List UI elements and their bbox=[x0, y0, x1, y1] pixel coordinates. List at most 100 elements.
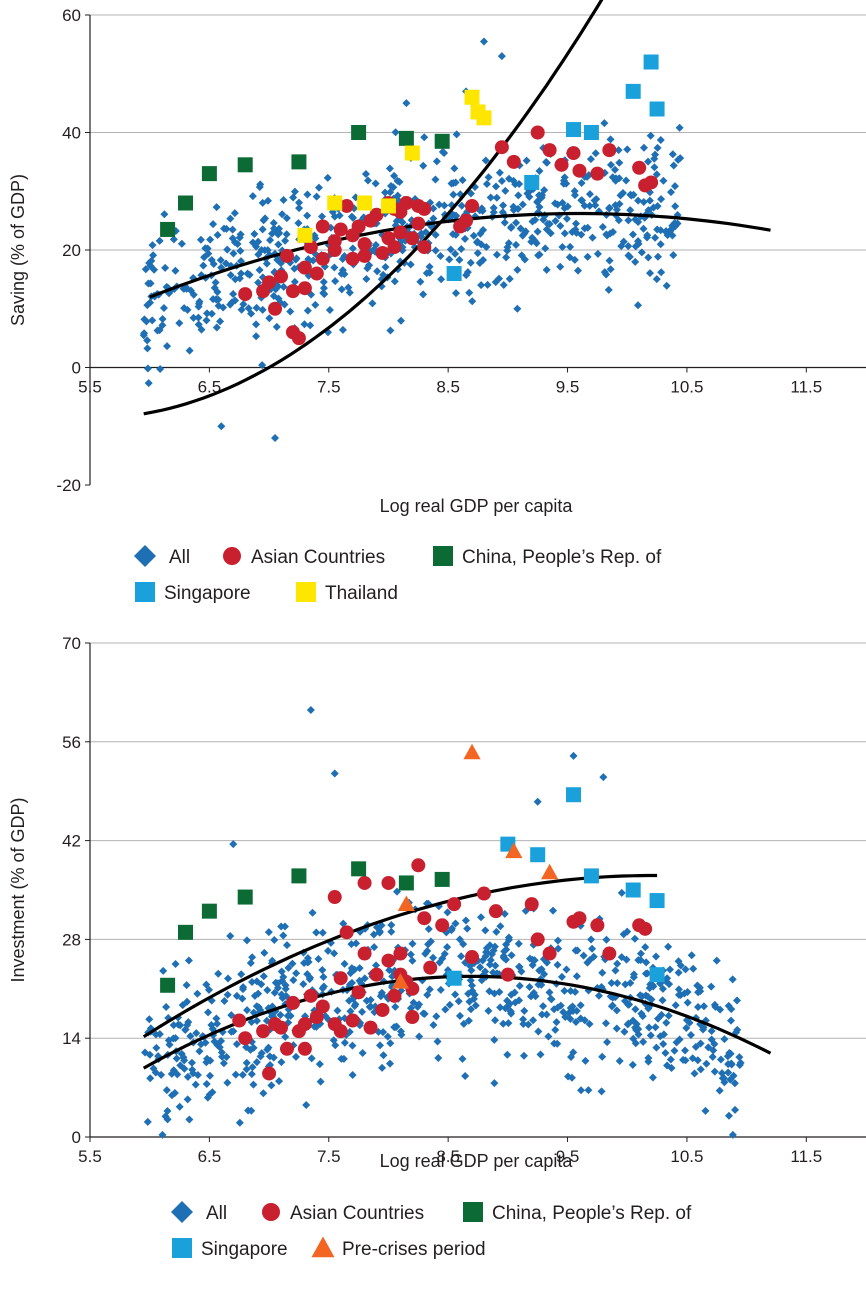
legend-label: All bbox=[206, 1203, 227, 1224]
all-point bbox=[300, 958, 309, 967]
x-tick-label: 9.5 bbox=[556, 378, 580, 397]
all-point bbox=[653, 143, 662, 152]
all-point bbox=[479, 37, 488, 46]
all-point bbox=[468, 297, 477, 306]
all-point bbox=[255, 265, 264, 274]
series-point bbox=[465, 950, 480, 965]
all-point bbox=[583, 223, 592, 232]
series-point bbox=[178, 924, 194, 940]
all-point bbox=[545, 988, 554, 997]
all-point bbox=[612, 1024, 621, 1033]
all-point bbox=[652, 170, 661, 179]
all-point bbox=[372, 961, 381, 970]
all-point bbox=[318, 966, 327, 975]
all-point bbox=[152, 1043, 161, 1052]
all-point bbox=[503, 1002, 512, 1011]
all-point bbox=[315, 1060, 324, 1069]
series-point bbox=[237, 157, 253, 173]
all-point bbox=[319, 982, 328, 991]
trend-line bbox=[143, 0, 604, 416]
all-point bbox=[645, 196, 654, 205]
all-point bbox=[502, 940, 511, 949]
all-point bbox=[237, 305, 246, 314]
all-point bbox=[646, 1031, 655, 1040]
y-tick-label: 60 bbox=[62, 6, 81, 25]
all-point bbox=[149, 251, 158, 260]
all-point bbox=[318, 928, 327, 937]
all-point bbox=[551, 1025, 560, 1034]
all-point bbox=[283, 941, 292, 950]
all-point bbox=[671, 202, 680, 211]
all-point bbox=[526, 992, 535, 1001]
all-point bbox=[254, 278, 263, 287]
all-point bbox=[560, 229, 569, 238]
all-point bbox=[207, 1020, 216, 1029]
all-point bbox=[222, 224, 231, 233]
all-point bbox=[259, 972, 268, 981]
all-point bbox=[562, 179, 571, 188]
all-point bbox=[269, 218, 278, 227]
series-point bbox=[638, 921, 653, 936]
all-point bbox=[432, 157, 441, 166]
all-point bbox=[503, 243, 512, 252]
all-point bbox=[615, 174, 624, 183]
all-point bbox=[657, 195, 666, 204]
all-point bbox=[284, 963, 293, 972]
all-point bbox=[553, 1003, 562, 1012]
all-point bbox=[330, 212, 339, 221]
series-point bbox=[399, 196, 414, 210]
all-point bbox=[573, 946, 582, 955]
all-point bbox=[237, 970, 246, 979]
all-point bbox=[626, 206, 635, 215]
all-point bbox=[683, 998, 692, 1007]
all-point bbox=[299, 980, 308, 989]
all-point bbox=[252, 303, 261, 312]
all-point bbox=[455, 935, 464, 944]
all-point bbox=[431, 246, 440, 255]
all-point bbox=[513, 304, 522, 313]
all-point bbox=[171, 1034, 180, 1043]
all-point bbox=[731, 1105, 740, 1114]
all-point bbox=[141, 265, 150, 274]
series-point bbox=[476, 886, 491, 901]
x-axis-title: Log real GDP per capita bbox=[380, 1151, 574, 1171]
all-point bbox=[330, 769, 339, 778]
all-point bbox=[429, 214, 438, 223]
all-point bbox=[199, 261, 208, 270]
all-point bbox=[432, 1012, 441, 1021]
all-point bbox=[252, 1016, 261, 1025]
series-point bbox=[632, 160, 647, 175]
all-point bbox=[720, 1035, 729, 1044]
all-point bbox=[719, 1073, 728, 1082]
all-point bbox=[281, 984, 290, 993]
all-point bbox=[652, 1043, 661, 1052]
all-point bbox=[643, 231, 652, 240]
all-point bbox=[484, 173, 493, 182]
all-point bbox=[642, 958, 651, 967]
all-point bbox=[348, 1071, 357, 1080]
all-point bbox=[461, 1071, 470, 1080]
all-point bbox=[204, 249, 213, 258]
all-point bbox=[213, 231, 222, 240]
all-point bbox=[421, 949, 430, 958]
series-point bbox=[256, 1024, 271, 1039]
all-point bbox=[630, 934, 639, 943]
all-point bbox=[279, 282, 288, 291]
all-point bbox=[457, 201, 466, 210]
y-tick-label: 0 bbox=[72, 1128, 81, 1147]
all-point bbox=[726, 1075, 735, 1084]
all-point bbox=[631, 257, 640, 266]
all-point bbox=[507, 951, 516, 960]
all-point bbox=[519, 1051, 528, 1060]
all-point bbox=[469, 231, 478, 240]
all-point bbox=[461, 916, 470, 925]
all-point bbox=[481, 156, 490, 165]
all-point bbox=[450, 164, 459, 173]
series-point bbox=[339, 925, 354, 940]
all-point bbox=[639, 224, 648, 233]
all-point bbox=[639, 1037, 648, 1046]
all-point bbox=[556, 221, 565, 230]
series-point bbox=[297, 227, 313, 243]
all-point bbox=[543, 219, 552, 228]
